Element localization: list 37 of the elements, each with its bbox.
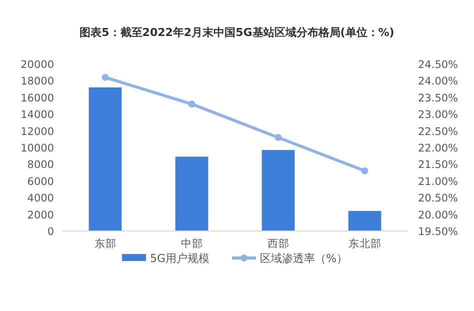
y-tick-label: 12000 [20, 126, 54, 138]
bar [262, 150, 295, 231]
y-tick-label: 10000 [20, 142, 54, 154]
y2-tick-label: 22.50% [418, 126, 458, 138]
y2-tick-label: 21.50% [418, 159, 458, 172]
x-tick-label: 东部 [94, 237, 116, 250]
y2-tick-label: 20.00% [418, 209, 458, 222]
y-tick-label: 0 [47, 226, 54, 238]
y2-tick-label: 22.00% [418, 142, 458, 154]
x-tick-label: 东北部 [348, 237, 382, 250]
y-tick-label: 16000 [20, 92, 54, 104]
bar [88, 87, 122, 231]
point [274, 134, 282, 141]
y2-tick-label: 23.50% [418, 92, 458, 104]
chart-title: 图表5：截至2022年2月末中国5G基站区域分布格局(单位：%) [80, 26, 394, 39]
legend-label: 区域渗透率（%） [260, 252, 348, 265]
point [188, 100, 196, 108]
y2-tick-label: 24.50% [418, 59, 458, 71]
y2-tick-label: 23.00% [418, 109, 458, 122]
y2-tick-label: 19.50% [418, 226, 458, 238]
y-tick-label: 2000 [27, 209, 54, 222]
point [361, 167, 368, 174]
x-tick-label: 中部 [180, 237, 203, 250]
y-tick-label: 4000 [27, 192, 54, 205]
y2-tick-label: 21.00% [418, 176, 458, 188]
y-tick-label: 14000 [20, 109, 54, 122]
y-tick-label: 18000 [20, 76, 54, 88]
y-tick-label: 20000 [20, 59, 54, 71]
y-tick-label: 6000 [27, 176, 54, 188]
y-tick-label: 8000 [27, 159, 54, 172]
y2-tick-label: 24.00% [418, 76, 458, 88]
bar [175, 156, 208, 231]
x-tick-label: 西部 [267, 237, 290, 250]
y2-tick-label: 20.50% [418, 192, 458, 205]
point [102, 74, 109, 81]
bar [348, 210, 382, 231]
legend-label: 5G用户规模 [150, 252, 210, 265]
